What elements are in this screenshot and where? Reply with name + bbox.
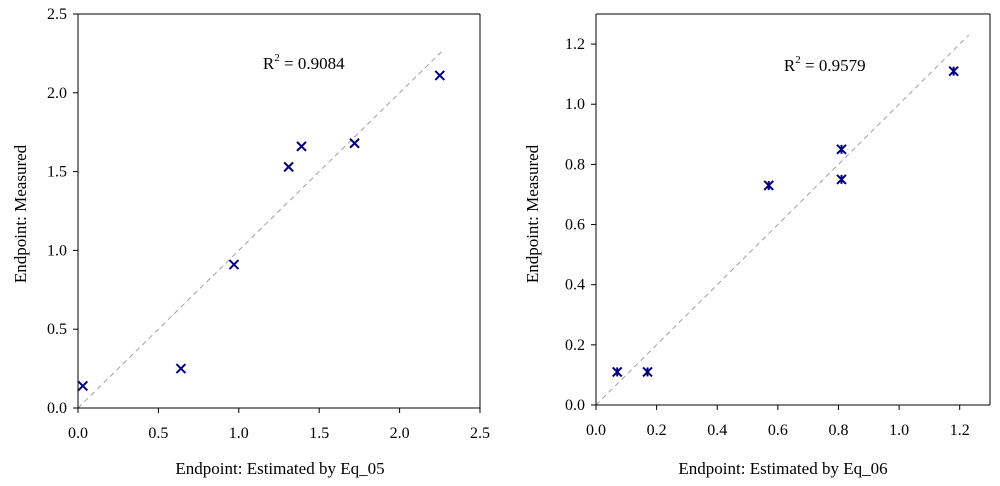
chart-eq06-y-tick-label: 0.4 xyxy=(565,277,585,294)
chart-eq06-r2-prefix: R xyxy=(784,56,796,75)
chart-eq05-marker-stroke xyxy=(77,380,89,392)
chart-eq05-marker-stroke xyxy=(228,259,240,270)
chart-eq05-x-tick-label: 1.0 xyxy=(229,425,249,442)
chart-eq05-x-tick-label: 1.5 xyxy=(309,425,329,442)
chart-eq05-reference-line xyxy=(77,48,445,409)
chart-eq05-data-point xyxy=(296,141,307,152)
chart-eq06-x-tick-label: 1.2 xyxy=(950,422,970,439)
chart-eq05-y-tick-label: 2.5 xyxy=(47,6,67,23)
chart-eq05-marker-stroke xyxy=(349,138,360,149)
chart-eq06-r2-annotation: R2 = 0.9579 xyxy=(784,54,866,75)
chart-eq05-x-tick-label: 2.5 xyxy=(470,425,490,442)
chart-eq06-x-tick-label: 0.8 xyxy=(828,422,848,439)
chart-eq06-x-tick-label: 1.0 xyxy=(889,422,909,439)
chart-eq06-reference-line xyxy=(595,34,970,406)
chart-eq05-x-tick-label: 0.5 xyxy=(148,425,168,442)
chart-eq05-reference-line-group xyxy=(77,48,445,409)
chart-eq05-marker-stroke xyxy=(175,363,187,374)
chart-eq06-x-axis-label: Endpoint: Estimated by Eq_06 xyxy=(678,459,887,478)
chart-eq05-r2-superscript: 2 xyxy=(274,52,280,64)
chart-eq06-x-tick-label: 0.6 xyxy=(768,422,788,439)
chart-eq05-y-axis-label: Endpoint: Measured xyxy=(11,144,30,283)
chart-eq06-data-point xyxy=(612,366,623,378)
chart-eq05-r2-value: = 0.9084 xyxy=(280,54,345,73)
chart-eq06-y-tick-label: 0.8 xyxy=(565,156,585,173)
chart-eq05-x-tick-label: 0.0 xyxy=(68,425,88,442)
chart-eq05-data-point xyxy=(283,161,294,173)
chart-eq05-y-tick-label: 2.0 xyxy=(47,85,67,102)
chart-eq06-y-tick-label: 0.0 xyxy=(565,397,585,414)
chart-eq06-x-tick-label: 0.2 xyxy=(647,422,667,439)
chart-eq05-r2-annotation: R2 = 0.9084 xyxy=(263,52,345,73)
chart-eq06-y-tick-label: 0.6 xyxy=(565,217,585,234)
chart-eq05-points xyxy=(77,70,446,392)
chart-eq06-y-tick-label: 1.2 xyxy=(565,36,585,53)
chart-eq06-r2-value: = 0.9579 xyxy=(801,56,866,75)
chart-eq06-x-tick-label: 0.0 xyxy=(586,422,606,439)
chart-eq06-data-point xyxy=(836,144,847,155)
chart-eq05-y-tick-label: 1.0 xyxy=(47,242,67,259)
chart-eq06-y-axis-label: Endpoint: Measured xyxy=(523,144,542,283)
chart-eq06-data-point xyxy=(763,180,774,191)
chart-eq05-y-tick-label: 1.5 xyxy=(47,164,67,181)
chart-eq05-marker-stroke xyxy=(296,141,307,152)
chart-eq05-data-point xyxy=(228,259,240,270)
chart-eq06: 0.0 0.2 0.4 0.6 0.8 1.0 1.2 0.0 0.2 0.4 0.6 0.8 1.0 1… xyxy=(523,13,991,478)
chart-eq06-data-point xyxy=(948,65,959,77)
chart-eq06-data-point xyxy=(836,174,847,185)
chart-eq05-x-tick-label: 2.0 xyxy=(390,425,410,442)
chart-eq05-axes xyxy=(77,13,481,409)
chart-eq06-points xyxy=(612,65,959,378)
chart-eq06-data-point xyxy=(642,366,653,378)
chart-eq05-ticks: 0.0 0.5 1.0 1.5 2.0 2.5 0.0 0.5 1.0 1.5 2.0 2.5 xyxy=(47,6,490,442)
chart-eq06-ticks: 0.0 0.2 0.4 0.6 0.8 1.0 1.2 0.0 0.2 0.4 0.6 0.8 1.0 1… xyxy=(565,36,970,439)
chart-eq05-marker-stroke xyxy=(283,161,294,173)
chart-eq05-x-axis-label: Endpoint: Estimated by Eq_05 xyxy=(175,459,384,478)
chart-eq05-data-point xyxy=(77,380,89,392)
chart-eq06-y-tick-label: 1.0 xyxy=(565,96,585,113)
chart-eq05-data-point xyxy=(434,70,446,81)
chart-eq06-reference-line-group xyxy=(595,34,970,406)
chart-eq05-data-point xyxy=(349,138,360,149)
chart-eq05-marker-stroke xyxy=(434,70,446,81)
chart-eq06-y-tick-label: 0.2 xyxy=(565,337,585,354)
chart-eq06-r2-superscript: 2 xyxy=(795,54,801,66)
chart-eq05-data-point xyxy=(175,363,187,374)
chart-eq06-axes xyxy=(595,13,991,406)
chart-eq05-y-tick-label: 0.5 xyxy=(47,321,67,338)
chart-eq05-y-tick-label: 0.0 xyxy=(47,400,67,417)
chart-eq05-r2-prefix: R xyxy=(263,54,275,73)
chart-eq06-x-tick-label: 0.4 xyxy=(707,422,727,439)
chart-eq05: 0.0 0.5 1.0 1.5 2.0 2.5 0.0 0.5 1.0 1.5 2.0 2.5 End… xyxy=(11,6,490,478)
